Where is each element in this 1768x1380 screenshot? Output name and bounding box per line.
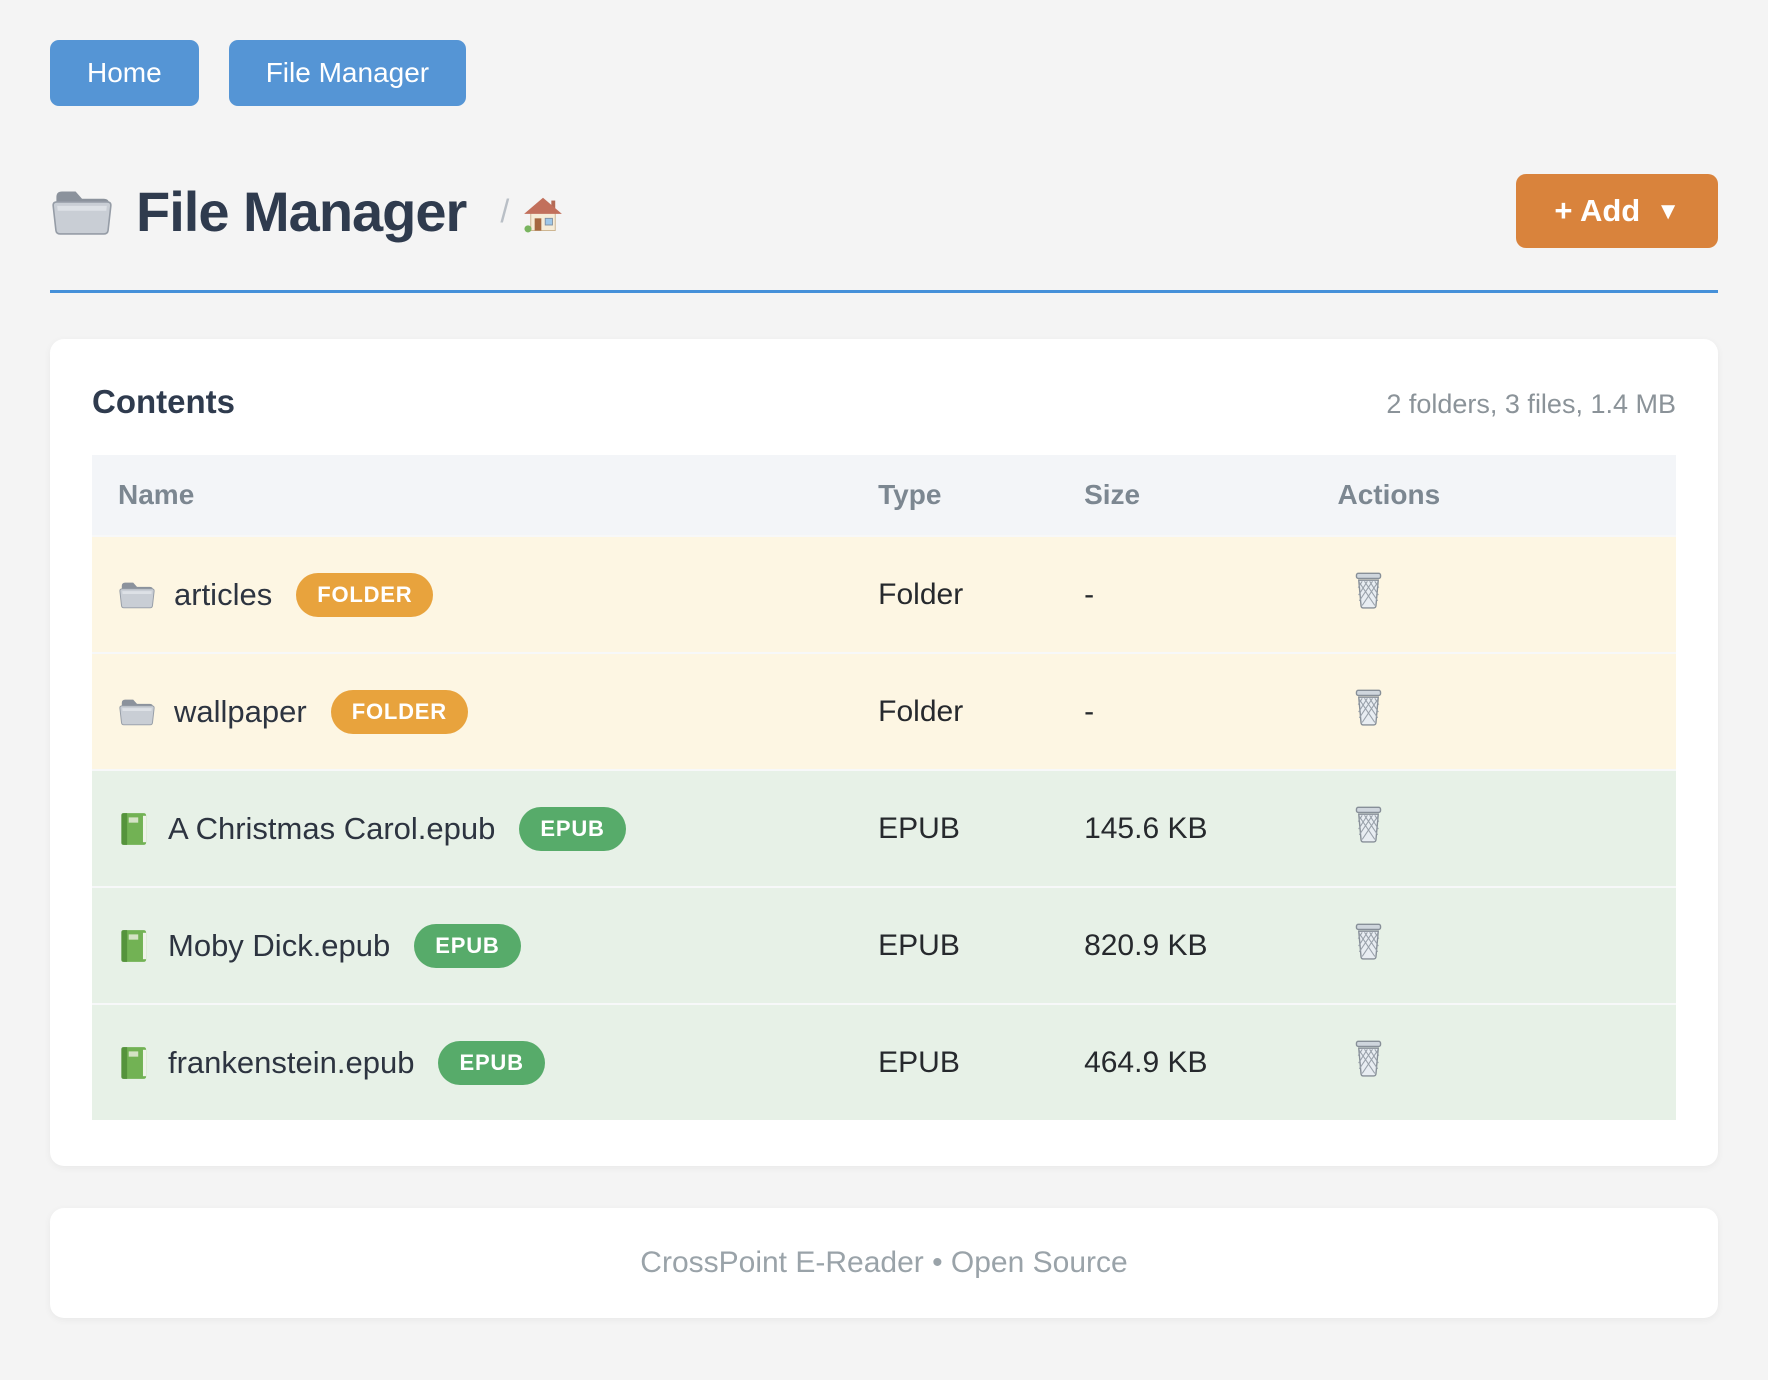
folder-badge: FOLDER xyxy=(330,689,468,734)
delete-button[interactable] xyxy=(1352,1039,1385,1078)
trash-icon xyxy=(1352,1039,1385,1078)
contents-title: Contents xyxy=(92,383,235,420)
file-name[interactable]: articles xyxy=(174,576,273,612)
file-type: Folder xyxy=(878,694,964,728)
add-button-label: + Add xyxy=(1554,193,1641,228)
title-divider xyxy=(50,290,1718,293)
delete-button[interactable] xyxy=(1352,805,1385,844)
trash-icon xyxy=(1352,688,1385,727)
delete-button[interactable] xyxy=(1352,922,1385,961)
delete-button[interactable] xyxy=(1352,688,1385,727)
folder-badge: FOLDER xyxy=(296,572,434,617)
file-size: - xyxy=(1084,694,1095,728)
folder-icon xyxy=(118,578,156,611)
top-nav: Home File Manager xyxy=(50,40,1718,106)
home-button[interactable]: Home xyxy=(50,40,199,106)
column-header-size: Size xyxy=(1074,455,1328,536)
file-manager-button[interactable]: File Manager xyxy=(228,40,467,106)
folder-icon xyxy=(118,695,156,728)
epub-badge: EPUB xyxy=(519,806,626,851)
table-row-frankenstein[interactable]: frankenstein.epub EPUB EPUB 464.9 KB xyxy=(92,1004,1676,1120)
file-size: - xyxy=(1084,577,1095,611)
table-row-christmas-carol[interactable]: A Christmas Carol.epub EPUB EPUB 145.6 K… xyxy=(92,770,1676,887)
file-size: 820.9 KB xyxy=(1084,928,1208,962)
table-row-moby-dick[interactable]: Moby Dick.epub EPUB EPUB 820.9 KB xyxy=(92,887,1676,1004)
file-size: 464.9 KB xyxy=(1084,1045,1208,1079)
trash-icon xyxy=(1352,922,1385,961)
contents-summary: 2 folders, 3 files, 1.4 MB xyxy=(1386,389,1676,419)
file-table: Name Type Size Actions articles FOLDER xyxy=(92,455,1676,1120)
footer-text: CrossPoint E-Reader • Open Source xyxy=(640,1246,1128,1279)
footer: CrossPoint E-Reader • Open Source xyxy=(50,1208,1718,1318)
file-name[interactable]: Moby Dick.epub xyxy=(168,927,391,963)
breadcrumb: / xyxy=(500,188,563,234)
file-name[interactable]: A Christmas Carol.epub xyxy=(168,810,496,846)
add-button[interactable]: + Add ▼ xyxy=(1516,174,1718,248)
delete-button[interactable] xyxy=(1352,571,1385,610)
book-icon xyxy=(118,810,150,848)
title-group: File Manager xyxy=(50,179,467,244)
contents-header: Contents 2 folders, 3 files, 1.4 MB xyxy=(92,383,1676,421)
table-header-row: Name Type Size Actions xyxy=(92,455,1676,536)
contents-card: Contents 2 folders, 3 files, 1.4 MB Name… xyxy=(50,339,1718,1166)
table-row-articles[interactable]: articles FOLDER Folder - xyxy=(92,536,1676,653)
chevron-down-icon: ▼ xyxy=(1656,198,1680,225)
page-title: File Manager xyxy=(136,179,467,243)
file-type: EPUB xyxy=(878,928,960,962)
file-type: EPUB xyxy=(878,811,960,845)
home-icon[interactable] xyxy=(523,196,563,234)
file-size: 145.6 KB xyxy=(1084,811,1208,845)
book-icon xyxy=(118,927,150,965)
file-name[interactable]: frankenstein.epub xyxy=(168,1044,415,1080)
column-header-name: Name xyxy=(92,455,869,536)
folder-icon xyxy=(50,184,114,239)
trash-icon xyxy=(1352,805,1385,844)
column-header-actions: Actions xyxy=(1327,455,1676,536)
file-type: EPUB xyxy=(878,1045,960,1079)
epub-badge: EPUB xyxy=(438,1040,545,1085)
page-header: File Manager / + Add ▼ xyxy=(50,174,1718,248)
table-row-wallpaper[interactable]: wallpaper FOLDER Folder - xyxy=(92,653,1676,770)
epub-badge: EPUB xyxy=(414,923,521,968)
book-icon xyxy=(118,1044,150,1082)
breadcrumb-separator: / xyxy=(500,192,510,229)
trash-icon xyxy=(1352,571,1385,610)
file-name[interactable]: wallpaper xyxy=(174,693,307,729)
file-type: Folder xyxy=(878,577,964,611)
column-header-type: Type xyxy=(868,455,1075,536)
